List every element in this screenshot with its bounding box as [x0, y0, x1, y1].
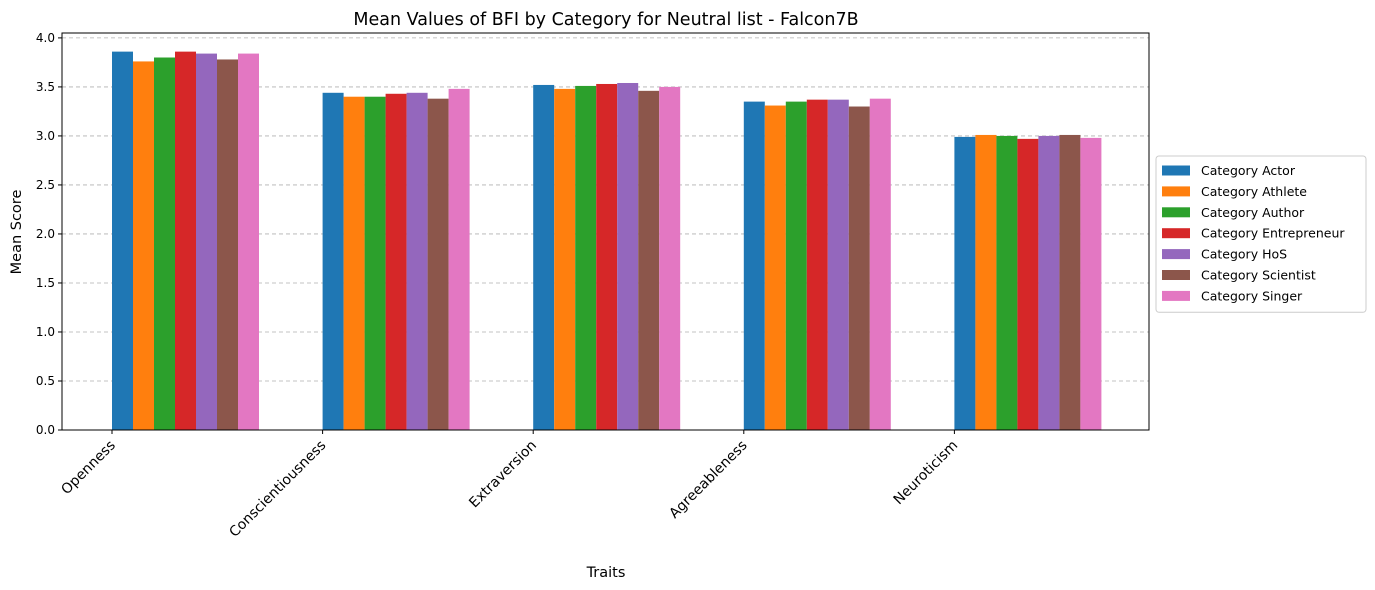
plot-frame	[61, 32, 1150, 431]
legend-entry-label: Category Author	[1201, 205, 1305, 220]
bar-agreeableness-series-6	[869, 98, 891, 430]
y-tick-label: 2.5	[36, 178, 55, 192]
legend-entry-label: Category Athlete	[1201, 184, 1307, 199]
legend: Category Actor Category Athlete Category A…	[1155, 155, 1367, 313]
bar-extraversion-series-0	[533, 84, 555, 430]
bar-neuroticism-series-4	[1038, 135, 1060, 431]
x-tick-label: Conscientiousness	[226, 438, 329, 541]
legend-entry-label: Category Singer	[1201, 288, 1303, 303]
y-tick-label: 3.0	[36, 129, 55, 143]
bar-neuroticism-series-2	[996, 135, 1018, 431]
bar-extraversion-series-4	[617, 82, 639, 431]
bar-extraversion-series-6	[659, 86, 681, 431]
bar-extraversion-series-5	[638, 90, 660, 430]
y-tick-label: 1.0	[36, 325, 55, 339]
bar-conscientiousness-series-6	[448, 88, 470, 430]
bar-extraversion-series-1	[554, 88, 576, 430]
bar-openness-series-5	[217, 59, 238, 430]
bar-neuroticism-series-0	[954, 136, 976, 430]
bar-openness-series-0	[112, 51, 133, 430]
bar-extraversion-series-2	[575, 85, 597, 430]
legend-swatch	[1162, 249, 1190, 260]
y-tick-label: 0.5	[36, 374, 55, 388]
bar-agreeableness-series-4	[827, 99, 849, 430]
legend-entry-label: Category Actor	[1201, 163, 1296, 178]
y-tick-label: 0.0	[36, 423, 55, 437]
x-tick-label: Openness	[58, 438, 118, 498]
bar-agreeableness-series-3	[806, 99, 828, 430]
bar-conscientiousness-series-1	[343, 96, 365, 430]
bar-neuroticism-series-5	[1059, 134, 1081, 430]
legend-swatch	[1162, 270, 1190, 280]
bar-agreeableness-series-2	[785, 101, 807, 431]
legend-swatch	[1162, 228, 1190, 239]
legend-entry-label: Category Entrepreneur	[1201, 226, 1345, 241]
legend-swatch	[1162, 186, 1190, 197]
y-tick-label: 1.5	[36, 276, 55, 290]
y-axis-title: Mean Score	[9, 190, 25, 275]
bar-conscientiousness-series-5	[427, 98, 449, 430]
x-tick-label: Extraversion	[466, 438, 540, 512]
legend-entry-label: Category Scientist	[1201, 268, 1316, 283]
legend-swatch	[1162, 165, 1190, 176]
x-tick-label: Agreeableness	[666, 438, 750, 522]
bar-openness-series-2	[154, 57, 175, 431]
bar-agreeableness-series-1	[764, 105, 786, 430]
bar-neuroticism-series-6	[1080, 137, 1102, 430]
bar-openness-series-1	[133, 61, 154, 431]
legend-entry-label: Category HoS	[1201, 247, 1287, 262]
bar-openness-series-3	[175, 51, 196, 430]
bar-extraversion-series-3	[596, 83, 618, 430]
bar-openness-series-4	[196, 53, 217, 431]
bars	[112, 51, 1102, 431]
legend-box	[1155, 155, 1367, 313]
chart-title: Mean Values of BFI by Category for Neutr…	[353, 10, 858, 30]
bar-agreeableness-series-0	[743, 101, 765, 431]
legend-swatch	[1162, 207, 1190, 218]
x-axis-title: Traits	[586, 565, 626, 581]
x-tick-label: Neuroticism	[891, 438, 962, 509]
bar-conscientiousness-series-2	[364, 96, 386, 430]
y-tick-label: 3.5	[36, 80, 55, 94]
bar-neuroticism-series-1	[975, 134, 997, 430]
bar-conscientiousness-series-0	[322, 92, 344, 431]
y-tick-label: 4.0	[36, 31, 55, 45]
bar-agreeableness-series-5	[848, 106, 870, 430]
y-tick-label: 2.0	[36, 227, 55, 241]
bar-conscientiousness-series-4	[406, 92, 428, 431]
legend-swatch	[1162, 290, 1190, 301]
bar-openness-series-6	[238, 53, 259, 431]
bar-conscientiousness-series-3	[385, 93, 407, 431]
bar-neuroticism-series-3	[1017, 138, 1039, 430]
